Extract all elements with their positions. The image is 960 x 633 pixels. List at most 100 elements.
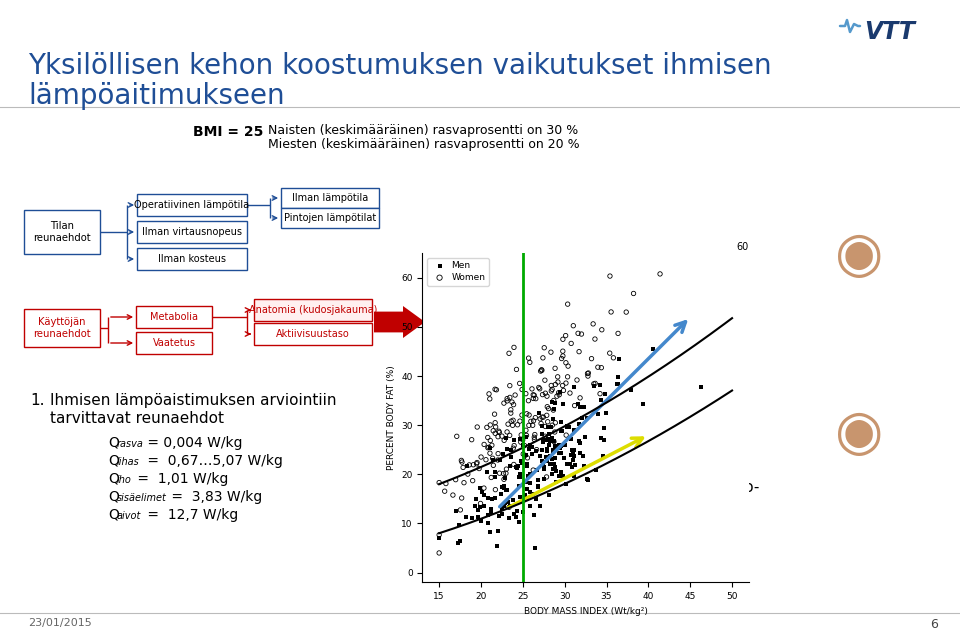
Men — [540, 446, 555, 456]
Women — [476, 483, 492, 493]
Men — [572, 448, 588, 458]
Women — [538, 375, 553, 385]
Text: lihas: lihas — [117, 457, 140, 467]
Women — [462, 460, 477, 470]
Women — [431, 477, 446, 487]
FancyBboxPatch shape — [136, 306, 212, 328]
Women — [492, 468, 507, 479]
Text: Yksilöllisen kehon koostumuksen vaikutukset ihmisen: Yksilöllisen kehon koostumuksen vaikutuk… — [28, 52, 772, 80]
Women — [611, 329, 626, 339]
Men — [541, 429, 557, 439]
Men — [563, 459, 578, 469]
Women — [492, 426, 507, 436]
Women — [571, 347, 587, 357]
Women — [445, 490, 461, 500]
Women — [501, 348, 516, 358]
Men — [452, 536, 468, 546]
FancyBboxPatch shape — [137, 194, 247, 216]
Y-axis label: PERCENT BODY FAT (%): PERCENT BODY FAT (%) — [387, 365, 396, 470]
Women — [506, 460, 521, 470]
Men — [565, 382, 581, 392]
Women — [488, 422, 503, 432]
Men — [545, 445, 561, 455]
Men — [521, 444, 537, 454]
Men — [559, 422, 574, 432]
Men — [554, 417, 569, 427]
Women — [555, 351, 570, 361]
Men — [460, 461, 475, 471]
Women — [479, 422, 494, 432]
Women — [555, 346, 570, 356]
Women — [516, 449, 531, 459]
Women — [473, 452, 489, 462]
Men — [472, 483, 488, 493]
Men — [560, 458, 575, 468]
Women — [540, 410, 555, 420]
Men — [566, 445, 582, 455]
Women — [519, 409, 535, 419]
Men — [517, 491, 533, 501]
Men — [488, 472, 503, 482]
Text: Operatiivinen lämpötila: Operatiivinen lämpötila — [134, 200, 250, 210]
Men — [564, 444, 580, 454]
Men — [590, 410, 606, 420]
Men — [545, 448, 561, 458]
Men — [474, 487, 490, 497]
Men — [597, 436, 612, 446]
Men — [530, 475, 545, 485]
Men — [522, 479, 538, 489]
Women — [618, 307, 634, 317]
Men — [522, 469, 538, 479]
Women — [438, 479, 453, 489]
Men — [571, 419, 587, 429]
Women — [533, 366, 548, 376]
Women — [535, 389, 550, 399]
Men — [529, 494, 544, 505]
FancyBboxPatch shape — [254, 323, 372, 345]
Men — [497, 473, 513, 483]
Women — [531, 382, 546, 392]
Women — [558, 330, 573, 341]
Men — [540, 434, 556, 444]
Text: Yksilölliset eri kudosten jakaumat: Yksilölliset eri kudosten jakaumat — [480, 462, 736, 477]
Men — [566, 471, 582, 481]
Women — [503, 404, 518, 415]
Text: riippuvat iästä, sukupuolesta, paino-: riippuvat iästä, sukupuolesta, paino- — [480, 480, 759, 495]
Women — [527, 434, 542, 444]
Women — [499, 464, 515, 474]
Text: tarvittavat reunaehdot: tarvittavat reunaehdot — [50, 411, 224, 426]
Women — [570, 329, 586, 339]
Men — [482, 527, 497, 537]
Men — [576, 403, 591, 413]
Text: Metabolia: Metabolia — [150, 312, 198, 322]
Women — [544, 384, 560, 394]
Text: = 0,004 W/kg: = 0,004 W/kg — [143, 436, 243, 450]
Women — [496, 398, 512, 408]
Men — [542, 451, 558, 461]
Men — [508, 511, 523, 522]
Women — [486, 460, 501, 470]
Women — [518, 389, 534, 399]
Women — [503, 408, 518, 418]
Men — [519, 459, 535, 469]
Men — [544, 453, 560, 463]
Women — [545, 405, 561, 415]
Women — [499, 396, 515, 406]
Women — [564, 339, 579, 349]
Text: =  3,83 W/kg: = 3,83 W/kg — [167, 490, 262, 504]
Women — [592, 389, 608, 399]
Text: rasva: rasva — [117, 439, 144, 449]
Men — [549, 477, 564, 487]
Text: ◉: ◉ — [835, 229, 883, 284]
Men — [513, 434, 528, 444]
Women — [464, 435, 479, 445]
Men — [480, 518, 495, 529]
Men — [496, 501, 512, 511]
Men — [503, 445, 518, 455]
Men — [554, 467, 569, 477]
Men — [547, 453, 563, 463]
Text: sisäelimet: sisäelimet — [117, 493, 167, 503]
Women — [502, 430, 517, 441]
Men — [558, 440, 573, 450]
Women — [504, 416, 519, 426]
